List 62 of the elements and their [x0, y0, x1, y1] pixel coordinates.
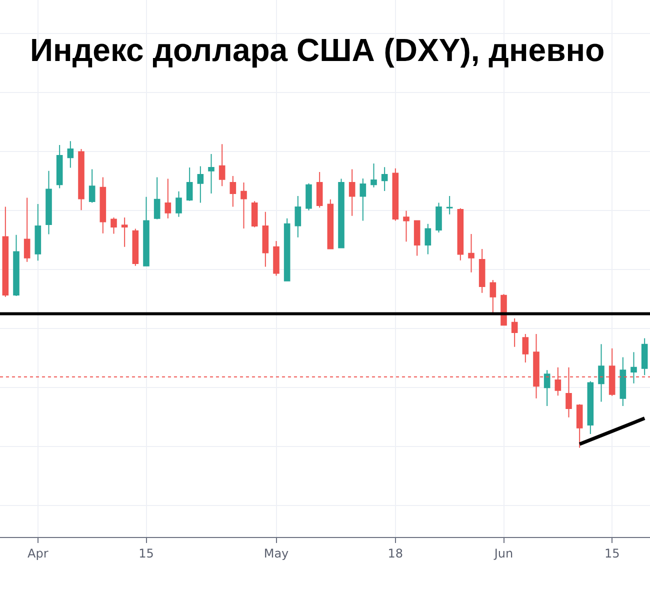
candlestick [24, 197, 30, 262]
candlestick [273, 240, 280, 276]
candlestick [88, 168, 96, 204]
candlestick [121, 216, 128, 248]
candlestick [164, 178, 172, 219]
candlestick [197, 166, 204, 204]
candlestick [500, 294, 507, 326]
candlestick [620, 356, 626, 407]
candlestick [381, 166, 388, 192]
candlestick [457, 208, 464, 261]
candlestick [641, 338, 648, 376]
candlestick [78, 148, 84, 211]
candlestick [370, 162, 377, 188]
x-tick-label: Jun [493, 546, 514, 561]
candlestick [522, 333, 529, 363]
candlestick [294, 195, 302, 238]
candlestick [414, 220, 420, 256]
candlestick [143, 196, 150, 266]
candlestick [360, 178, 366, 222]
candlestick [511, 318, 518, 348]
candlestick [132, 228, 139, 266]
candlestick [424, 223, 432, 255]
candlestick [251, 200, 258, 228]
candlestick [468, 234, 474, 273]
x-tick-label: 15 [138, 546, 154, 561]
candlestick [403, 210, 410, 242]
candlestick [327, 198, 334, 250]
candlestick [284, 218, 290, 282]
candlestick [56, 144, 63, 189]
candlestick [46, 170, 52, 235]
candlestick [13, 234, 20, 296]
candlestick [154, 176, 160, 220]
candlestick [630, 352, 637, 384]
candlestick [587, 380, 594, 434]
candlestick [110, 216, 117, 234]
candlestick [436, 202, 442, 233]
x-tick-label: 15 [604, 546, 620, 561]
candlestick [186, 166, 193, 202]
candlestick [100, 176, 106, 234]
candlestick [348, 168, 356, 216]
candlestick [392, 168, 399, 222]
candlestick [230, 176, 236, 208]
candlestick [240, 182, 247, 229]
candlestick [208, 153, 214, 194]
candlestick [576, 404, 583, 448]
candlestick [176, 190, 182, 218]
candlestick [218, 144, 226, 187]
x-tick-label: May [264, 546, 289, 561]
candlestick [316, 172, 323, 208]
candlestick [478, 248, 486, 294]
candlestick [306, 182, 312, 211]
candlestick [67, 140, 74, 168]
candlestick [34, 203, 42, 262]
candlestick [262, 211, 269, 268]
candlestick [446, 195, 453, 215]
candlestick [544, 370, 550, 407]
candlestick [338, 178, 344, 248]
x-tick-label: 18 [388, 546, 404, 561]
candlestick [2, 206, 9, 298]
x-tick-label: Apr [28, 546, 48, 561]
chart-title: Индекс доллара США (DXY), дневно [30, 32, 605, 68]
candlestick [598, 344, 604, 402]
